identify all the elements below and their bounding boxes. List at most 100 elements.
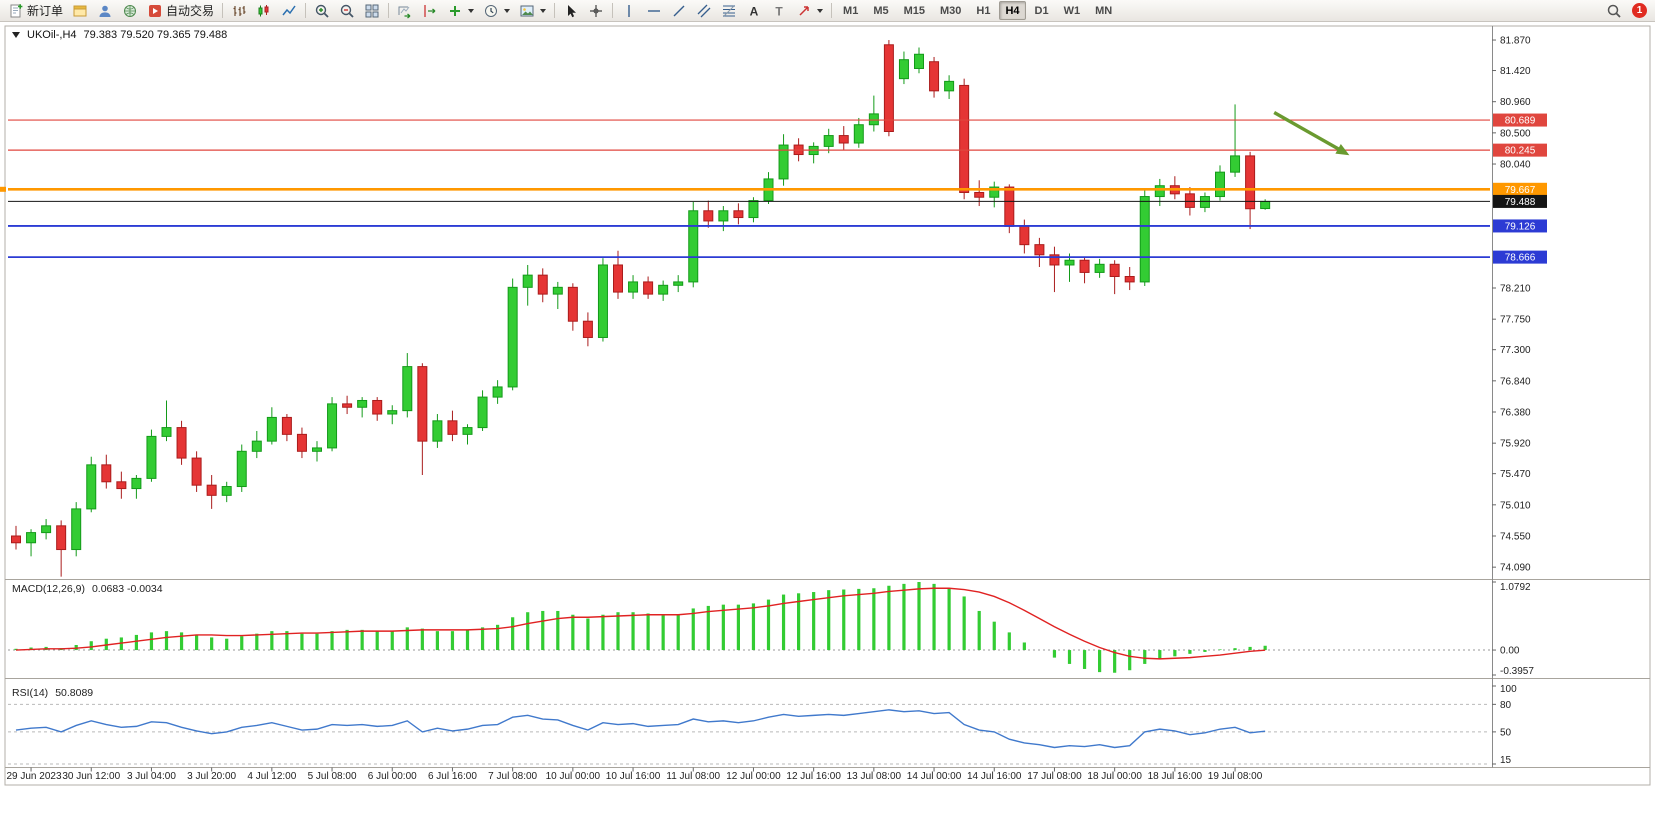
chart-dropdown-icon[interactable] (12, 32, 20, 38)
zoom-in-icon (315, 4, 329, 18)
candle-body (296, 433, 307, 452)
crosshair-tool-button[interactable] (584, 1, 608, 21)
rsi-tick-label: 50 (1500, 727, 1512, 738)
timeframe-m15-button[interactable]: M15 (898, 1, 931, 20)
fibonacci-tool-button[interactable] (717, 1, 741, 21)
price-tick-label: 76.840 (1500, 376, 1531, 387)
bar-chart-button[interactable] (227, 1, 251, 21)
candle-body (71, 508, 82, 551)
candlestick-chart-button[interactable] (252, 1, 276, 21)
candle-body (688, 210, 699, 283)
search-button[interactable] (1602, 1, 1626, 21)
time-tick-label: 18 Jul 00:00 (1087, 771, 1142, 782)
toolbar-separator (554, 3, 556, 18)
candle-body (402, 366, 413, 412)
auto-scroll-button[interactable] (393, 1, 417, 21)
candle-body (673, 281, 684, 286)
candle-body (26, 532, 37, 544)
time-tick-label: 3 Jul 04:00 (127, 771, 176, 782)
timeframe-h1-button[interactable]: H1 (970, 1, 996, 20)
time-tick-label: 10 Jul 16:00 (606, 771, 661, 782)
text-tool-button[interactable]: A (742, 1, 766, 21)
candle-body (342, 403, 353, 408)
candle-body (41, 525, 52, 534)
crosshair-icon (590, 4, 603, 17)
vertical-line-tool-button[interactable] (617, 1, 641, 21)
doc-plus-icon (10, 3, 23, 17)
candle-body (1049, 254, 1060, 266)
chart-ohlc-values: 79.383 79.520 79.365 79.488 (83, 29, 228, 41)
auto-trading-button[interactable]: 自动交易 (143, 1, 218, 21)
timeframe-d1-button[interactable]: D1 (1029, 1, 1055, 20)
price-level-tag (1493, 143, 1547, 157)
candle-body (387, 410, 398, 415)
rsi-tick-label: 15 (1500, 755, 1512, 766)
price-level-tag-label: 80.689 (1505, 116, 1536, 127)
svg-text:T: T (775, 4, 783, 18)
candle-body (1139, 196, 1150, 283)
timeframe-h4-button[interactable]: H4 (999, 1, 1026, 20)
candle-body (733, 210, 744, 219)
time-tick-label: 13 Jul 08:00 (847, 771, 902, 782)
person-icon (99, 5, 111, 17)
rsi-indicator-header: RSI(14) 50.8089 (12, 687, 93, 699)
candle-body (838, 135, 849, 144)
candle-body (898, 59, 909, 80)
market-watch-button[interactable] (118, 1, 142, 21)
candle-body (1034, 244, 1045, 256)
candle-body (432, 420, 443, 442)
candle-body (1124, 275, 1135, 283)
timeframe-m5-button[interactable]: M5 (867, 1, 894, 20)
timeframe-m30-button[interactable]: M30 (934, 1, 967, 20)
candle-body (1199, 196, 1210, 208)
arrows-tool-button[interactable] (792, 1, 827, 21)
indicators-button[interactable] (443, 1, 478, 21)
label-t-icon: T (775, 4, 783, 18)
candle-body (537, 274, 548, 295)
time-tick-label: 7 Jul 08:00 (488, 771, 537, 782)
toolbar-left-group: 新订单 自动交易 A T M1 M5 M15 M30 H1 H4 D1 W1 MN (4, 1, 1602, 21)
candle-body (1109, 263, 1120, 277)
candlesticks (11, 40, 1271, 577)
periods-button[interactable] (479, 1, 514, 21)
candle-body (281, 416, 292, 435)
trend-arrow-head[interactable] (1335, 144, 1350, 156)
price-level-tag-label: 79.667 (1505, 185, 1536, 196)
new-order-button[interactable]: 新订单 (4, 1, 67, 21)
globe-icon (124, 4, 137, 17)
trendline-tool-button[interactable] (667, 1, 691, 21)
candle-body (56, 525, 67, 551)
notification-badge[interactable]: 1 (1632, 3, 1647, 18)
macd-tick-label: 0.00 (1500, 646, 1520, 657)
tile-windows-button[interactable] (360, 1, 384, 21)
candle-body (1184, 193, 1195, 208)
charts-window-button[interactable] (68, 1, 92, 21)
vline-icon (628, 4, 630, 17)
zoom-out-button[interactable] (335, 1, 359, 21)
level-anchor[interactable] (0, 186, 6, 192)
candle-body (266, 416, 277, 442)
zoom-in-button[interactable] (310, 1, 334, 21)
candle-body (146, 435, 157, 479)
candle-body (914, 53, 924, 69)
chart-shift-button[interactable] (418, 1, 442, 21)
equidistant-channel-tool-button[interactable] (692, 1, 716, 21)
text-label-tool-button[interactable]: T (767, 1, 791, 21)
candle-body (778, 144, 789, 180)
cursor-tool-button[interactable] (559, 1, 583, 21)
cursor-icon (568, 4, 577, 17)
trend-arrow-line[interactable] (1273, 111, 1342, 152)
candle-body (1245, 155, 1256, 210)
time-tick-label: 10 Jul 00:00 (546, 771, 601, 782)
horizontal-line-tool-button[interactable] (642, 1, 666, 21)
profiles-button[interactable] (93, 1, 117, 21)
toolbar-separator (388, 3, 390, 18)
candle-body (447, 420, 458, 435)
line-chart-button[interactable] (277, 1, 301, 21)
fibo-icon (723, 5, 736, 16)
timeframe-mn-button[interactable]: MN (1089, 1, 1118, 20)
timeframe-m1-button[interactable]: M1 (837, 1, 864, 20)
templates-button[interactable] (515, 1, 550, 21)
timeframe-w1-button[interactable]: W1 (1058, 1, 1087, 20)
